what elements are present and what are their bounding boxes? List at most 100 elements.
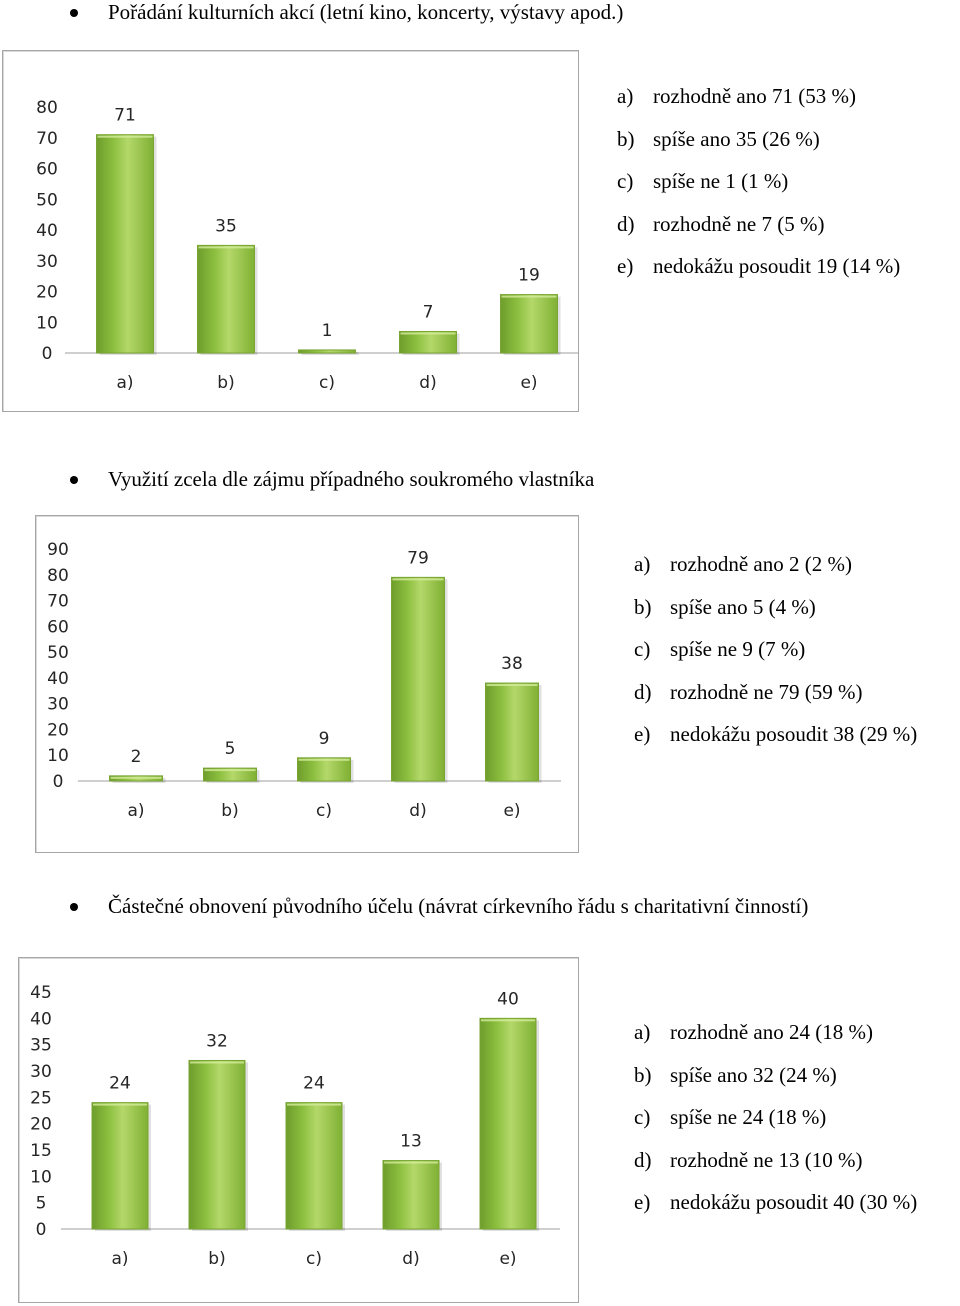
bar <box>96 134 154 354</box>
category-label: b) <box>217 373 234 393</box>
category-label: a) <box>111 1249 128 1269</box>
legend-letter: e) <box>617 254 634 278</box>
legend-text: rozhodně ne 79 (59 %) <box>670 679 863 704</box>
data-label: 71 <box>114 106 136 126</box>
data-label: 24 <box>303 1074 325 1094</box>
data-label: 13 <box>400 1132 422 1152</box>
data-label: 24 <box>109 1074 131 1094</box>
bar <box>298 349 356 354</box>
bar-highlight <box>400 332 456 335</box>
y-tick-label: 90 <box>47 540 69 560</box>
y-tick-label: 20 <box>47 720 69 740</box>
y-tick-label: 70 <box>47 592 69 612</box>
bar <box>297 757 351 782</box>
legend-letter: d) <box>634 679 652 704</box>
y-tick-label: 0 <box>42 344 53 364</box>
y-tick-label: 35 <box>30 1036 52 1056</box>
bullet-icon <box>70 903 78 911</box>
legend-item: b) spíše ano 32 (24 %) <box>634 1054 917 1097</box>
chart-2-legend: a) rozhodně ano 2 (2 %) b) spíše ano 5 (4 … <box>634 543 917 756</box>
legend-item: d) rozhodně ne 7 (5 %) <box>617 203 900 246</box>
y-tick-label: 70 <box>36 129 58 149</box>
legend-letter: c) <box>634 1105 651 1129</box>
legend-item: e) nedokážu posoudit 38 (29 %) <box>634 713 917 756</box>
legend-item: b) spíše ano 5 (4 %) <box>634 586 917 629</box>
data-label: 9 <box>319 729 330 749</box>
chart-3: 0 5 10 15 20 25 30 35 40 45 24 a) 32 b) 24 c) 13 d) 40 e) <box>18 957 579 1303</box>
chart-1-legend: a) rozhodně ano 71 (53 %) b) spíše ano 35 … <box>617 75 900 288</box>
bar <box>485 682 539 782</box>
legend-letter: d) <box>617 211 635 236</box>
bar-highlight <box>486 684 538 687</box>
category-label: c) <box>319 373 335 393</box>
legend-text: spíše ano 32 (24 %) <box>670 1062 837 1087</box>
chart-3-plot: 0 5 10 15 20 25 30 35 40 45 24 a) 32 b) 24 c) 13 d) 40 e) <box>30 983 560 1269</box>
legend-item: e) nedokážu posoudit 19 (14 %) <box>617 245 900 288</box>
y-tick-label: 45 <box>30 983 52 1003</box>
data-label: 5 <box>225 739 236 759</box>
bar <box>382 1160 440 1230</box>
y-tick-label: 20 <box>36 283 58 303</box>
y-tick-label: 10 <box>36 313 58 333</box>
legend-letter: a) <box>634 1020 651 1044</box>
legend-text: nedokážu posoudit 19 (14 %) <box>653 254 901 278</box>
bar-highlight <box>93 1103 147 1106</box>
bar <box>391 576 445 782</box>
bullet-icon <box>70 9 78 17</box>
y-tick-label: 25 <box>30 1088 52 1108</box>
legend-letter: a) <box>617 84 634 108</box>
bar-highlight <box>97 135 153 138</box>
bar <box>197 244 255 354</box>
legend-text: nedokážu posoudit 38 (29 %) <box>670 722 918 746</box>
legend-letter: b) <box>634 1062 652 1087</box>
chart-3-legend: a) rozhodně ano 24 (18 %) b) spíše ano 32 … <box>634 1011 917 1224</box>
legend-item: e) nedokážu posoudit 40 (30 %) <box>634 1181 917 1224</box>
y-tick-label: 60 <box>36 160 58 180</box>
category-label: a) <box>127 801 144 821</box>
bar <box>91 1102 149 1230</box>
data-label: 19 <box>518 266 540 286</box>
y-tick-label: 40 <box>30 1009 52 1029</box>
bar-highlight <box>298 758 350 761</box>
category-label: e) <box>499 1249 516 1269</box>
legend-letter: b) <box>617 126 635 151</box>
legend-text: spíše ano 5 (4 %) <box>670 594 816 619</box>
chart-2-plot: 0 10 20 30 40 50 60 70 80 90 2 a) 5 b) 9 c) 79 d) 38 e) <box>47 540 561 821</box>
legend-letter: d) <box>634 1147 652 1172</box>
section-1-heading-text: Pořádání kulturních akcí (letní kino, ko… <box>108 0 624 24</box>
bar-highlight <box>501 295 557 298</box>
data-label: 35 <box>215 216 237 236</box>
data-label: 32 <box>206 1031 228 1051</box>
bar-highlight <box>384 1161 438 1164</box>
legend-item: c) spíše ne 1 (1 %) <box>617 160 900 203</box>
category-label: e) <box>503 801 520 821</box>
y-tick-label: 80 <box>36 98 58 118</box>
legend-item: a) rozhodně ano 2 (2 %) <box>634 543 917 586</box>
legend-letter: c) <box>634 637 651 661</box>
category-label: d) <box>409 801 426 821</box>
y-tick-label: 30 <box>30 1062 52 1082</box>
bar-highlight <box>204 769 256 772</box>
legend-text: rozhodně ano 2 (2 %) <box>670 552 852 576</box>
y-tick-label: 10 <box>47 746 69 766</box>
bar-highlight <box>481 1019 535 1022</box>
legend-item: c) spíše ne 24 (18 %) <box>634 1096 917 1139</box>
legend-letter: c) <box>617 169 634 193</box>
section-3-heading-text: Částečné obnovení původního účelu (návra… <box>108 894 809 918</box>
data-label: 79 <box>407 548 429 568</box>
legend-text: spíše ne 9 (7 %) <box>670 637 806 661</box>
legend-text: rozhodně ano 24 (18 %) <box>670 1020 873 1044</box>
y-tick-label: 10 <box>30 1167 52 1187</box>
legend-item: c) spíše ne 9 (7 %) <box>634 628 917 671</box>
legend-text: spíše ne 1 (1 %) <box>653 169 789 193</box>
chart-2: 0 10 20 30 40 50 60 70 80 90 2 a) 5 b) 9 c) 79 d) 38 e) <box>35 515 579 853</box>
y-tick-label: 0 <box>53 772 64 792</box>
data-label: 1 <box>322 321 333 341</box>
bar <box>285 1102 343 1230</box>
legend-text: rozhodně ne 7 (5 %) <box>653 211 825 236</box>
legend-letter: e) <box>634 722 651 746</box>
legend-letter: b) <box>634 594 652 619</box>
bar-highlight <box>190 1061 244 1064</box>
category-label: a) <box>116 373 133 393</box>
bar-highlight <box>198 246 254 249</box>
